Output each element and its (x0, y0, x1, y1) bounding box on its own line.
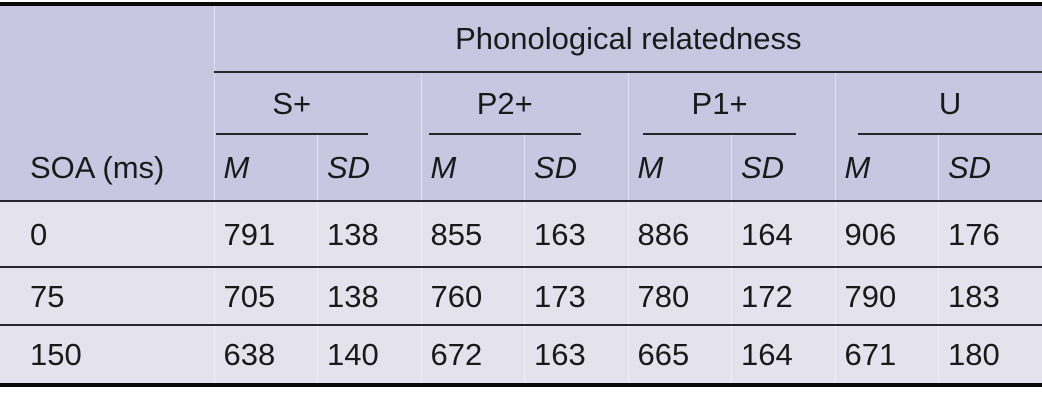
stat-label-m: M (628, 135, 732, 201)
corner-cell (0, 72, 214, 135)
table-row: 75 705 138 760 173 780 172 790 183 (0, 267, 1042, 325)
cell-value: 138 (318, 267, 422, 325)
soa-value: 0 (0, 201, 214, 267)
spanner-title: Phonological relatedness (214, 4, 1042, 72)
cell-value: 906 (835, 201, 939, 267)
stat-label-sd: SD (318, 135, 422, 201)
cell-value: 180 (939, 325, 1042, 385)
soa-value: 150 (0, 325, 214, 385)
group-underline (858, 133, 1042, 135)
group-label: P2+ (429, 73, 581, 133)
group-inner: P1+ (643, 73, 795, 135)
group-header-s-plus: S+ (214, 72, 421, 135)
cell-value: 140 (318, 325, 422, 385)
cell-value: 760 (421, 267, 525, 325)
stat-header-row: SOA (ms) M SD M SD M SD M SD (0, 135, 1042, 201)
cell-value: 163 (525, 201, 629, 267)
cell-value: 705 (214, 267, 318, 325)
cell-value: 173 (525, 267, 629, 325)
group-underline (429, 133, 581, 135)
stat-label-sd: SD (732, 135, 836, 201)
stat-label-m: M (214, 135, 318, 201)
row-axis-label: SOA (ms) (0, 135, 214, 201)
group-header-p2-plus: P2+ (421, 72, 628, 135)
cell-value: 183 (939, 267, 1042, 325)
cell-value: 163 (525, 325, 629, 385)
soa-value: 75 (0, 267, 214, 325)
cell-value: 172 (732, 267, 836, 325)
group-inner: S+ (216, 73, 368, 135)
group-underline (216, 133, 368, 135)
cell-value: 671 (835, 325, 939, 385)
cell-value: 138 (318, 201, 422, 267)
cell-value: 176 (939, 201, 1042, 267)
spanner-row: Phonological relatedness (0, 4, 1042, 72)
table-body: 0 791 138 855 163 886 164 906 176 75 705… (0, 201, 1042, 385)
means-sd-table: Phonological relatedness S+ P2+ (0, 2, 1042, 387)
corner-cell (0, 4, 214, 72)
cell-value: 886 (628, 201, 732, 267)
stat-label-m: M (835, 135, 939, 201)
group-inner: U (858, 73, 1042, 135)
group-label: S+ (216, 73, 368, 133)
cell-value: 665 (628, 325, 732, 385)
cell-value: 790 (835, 267, 939, 325)
group-header-p1-plus: P1+ (628, 72, 835, 135)
group-label: P1+ (643, 73, 795, 133)
cell-value: 638 (214, 325, 318, 385)
group-row: S+ P2+ P1+ (0, 72, 1042, 135)
group-label: U (858, 73, 1042, 133)
stat-label-sd: SD (525, 135, 629, 201)
table-header: Phonological relatedness S+ P2+ (0, 4, 1042, 201)
cell-value: 791 (214, 201, 318, 267)
stat-label-m: M (421, 135, 525, 201)
cell-value: 855 (421, 201, 525, 267)
group-header-u: U (835, 72, 1042, 135)
group-inner: P2+ (429, 73, 581, 135)
cell-value: 672 (421, 325, 525, 385)
group-underline (643, 133, 795, 135)
table-row: 150 638 140 672 163 665 164 671 180 (0, 325, 1042, 385)
cell-value: 164 (732, 201, 836, 267)
cell-value: 780 (628, 267, 732, 325)
table-row: 0 791 138 855 163 886 164 906 176 (0, 201, 1042, 267)
cell-value: 164 (732, 325, 836, 385)
stat-label-sd: SD (939, 135, 1042, 201)
